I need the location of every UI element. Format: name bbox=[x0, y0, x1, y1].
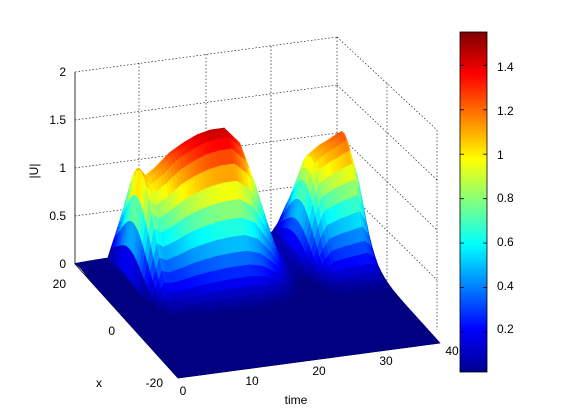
colorbar-tick-0.6: 0.6 bbox=[497, 235, 514, 249]
surface-patch bbox=[433, 339, 441, 344]
colorbar-gradient bbox=[459, 31, 488, 373]
x-tick-10: 10 bbox=[245, 374, 259, 388]
x-tick-20: 20 bbox=[312, 364, 326, 378]
colorbar: 0.2 0.4 0.6 0.8 1 1.2 1.4 bbox=[459, 31, 514, 373]
colorbar-tick-0.8: 0.8 bbox=[497, 191, 514, 205]
x-tick-40: 40 bbox=[445, 344, 459, 358]
z-axis-label: |U| bbox=[27, 164, 41, 179]
y-tick-minus20: -20 bbox=[146, 376, 164, 390]
x-axis-label: time bbox=[285, 393, 308, 407]
colorbar-tick-1.2: 1.2 bbox=[497, 104, 514, 118]
z-tick-2: 2 bbox=[59, 65, 66, 79]
x-tick-30: 30 bbox=[379, 354, 393, 368]
z-tick-0.5: 0.5 bbox=[49, 209, 66, 223]
colorbar-tick-0.4: 0.4 bbox=[497, 279, 514, 293]
colorbar-tick-1.4: 1.4 bbox=[497, 60, 514, 74]
z-tick-1.5: 1.5 bbox=[49, 113, 66, 127]
y-tick-20: 20 bbox=[53, 277, 67, 291]
colorbar-tick-0.2: 0.2 bbox=[497, 322, 514, 336]
surface-mesh bbox=[74, 127, 441, 379]
y-tick-0: 0 bbox=[108, 324, 115, 338]
colorbar-ticks bbox=[460, 64, 487, 333]
z-tick-0: 0 bbox=[59, 257, 66, 271]
x-tick-0: 0 bbox=[180, 384, 187, 398]
y-axis-label: x bbox=[96, 376, 102, 390]
z-tick-1: 1 bbox=[59, 161, 66, 175]
colorbar-tick-1: 1 bbox=[497, 148, 504, 162]
